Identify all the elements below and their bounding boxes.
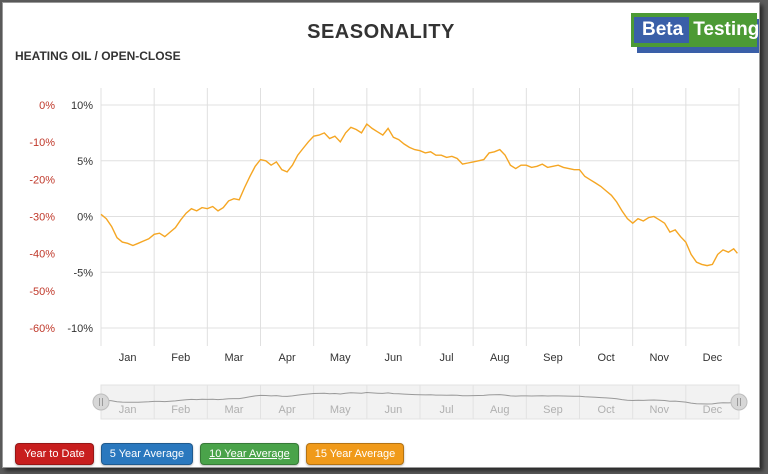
left-axis-tick-label: 0% (39, 100, 55, 112)
navigator-month-label: May (330, 404, 351, 416)
ten-year-average-button[interactable]: 10 Year Average (200, 443, 299, 465)
seasonality-line (100, 122, 738, 267)
left-axis-tick-label: -10% (29, 137, 55, 149)
period-button-group: Year to Date 5 Year Average 10 Year Aver… (15, 443, 405, 465)
chart-panel: SEASONALITY HEATING OIL / OPEN-CLOSE Bet… (2, 2, 760, 468)
navigator-left-handle[interactable] (92, 393, 110, 411)
left-axis-tick-label: -40% (29, 249, 55, 261)
left-axis-tick-label: -50% (29, 286, 55, 298)
left-axis-tick-label: -60% (29, 323, 55, 335)
right-axis-tick-label: -10% (67, 323, 93, 335)
month-label: Nov (649, 352, 669, 364)
year-to-date-button[interactable]: Year to Date (15, 443, 94, 465)
navigator-month-label: Nov (649, 404, 669, 416)
seasonality-chart: 10% 5% 0% -5% -10% 0% -10% -20% -30% -40% -50% -60%… (29, 88, 748, 420)
month-label: Apr (279, 352, 296, 364)
chart-title: SEASONALITY (307, 21, 455, 43)
logo-plate: Beta Testing (631, 13, 760, 47)
navigator-right-handle[interactable] (730, 393, 748, 411)
chart-subtitle: HEATING OIL / OPEN-CLOSE (15, 49, 181, 63)
logo-beta-text: Beta (634, 17, 690, 43)
navigator-month-label: Jan (119, 404, 137, 416)
month-label: Aug (490, 352, 510, 364)
month-label: Jan (119, 352, 137, 364)
left-axis-tick-label: -30% (29, 212, 55, 224)
navigator-month-label: Jun (385, 404, 403, 416)
right-axis-tick-label: -5% (73, 267, 93, 279)
month-label: Dec (703, 352, 723, 364)
month-label: Jul (440, 352, 454, 364)
navigator-month-label: Feb (171, 404, 190, 416)
left-axis-tick-label: -20% (29, 174, 55, 186)
month-label: Oct (598, 352, 615, 364)
month-label: Jun (385, 352, 403, 364)
month-label: Mar (224, 352, 243, 364)
right-axis-tick-label: 10% (71, 100, 93, 112)
navigator-line (100, 391, 738, 405)
navigator-month-label: Oct (598, 404, 615, 416)
right-axis-tick-label: 0% (77, 212, 93, 224)
beta-testing-logo: Beta Testing (631, 13, 760, 53)
month-label: May (330, 352, 351, 364)
navigator-month-label: Mar (224, 404, 243, 416)
month-label: Sep (543, 352, 563, 364)
month-label: Feb (171, 352, 190, 364)
navigator-month-label: Aug (490, 404, 510, 416)
navigator-month-label: Dec (703, 404, 723, 416)
logo-testing-text: Testing (693, 19, 760, 40)
navigator-month-label: Sep (543, 404, 563, 416)
fifteen-year-average-button[interactable]: 15 Year Average (305, 443, 405, 465)
five-year-average-button[interactable]: 5 Year Average (100, 443, 194, 465)
right-axis-tick-label: 5% (77, 156, 93, 168)
navigator-month-label: Apr (279, 404, 296, 416)
navigator-month-label: Jul (440, 404, 454, 416)
